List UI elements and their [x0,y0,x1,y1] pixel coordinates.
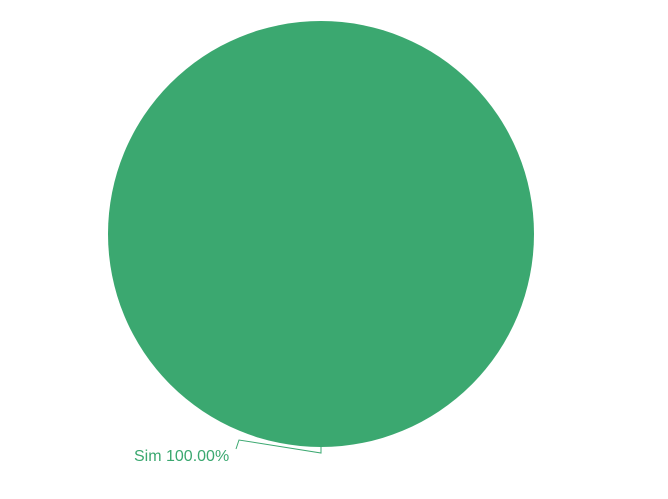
pie-slice-sim[interactable] [108,21,534,447]
pie-slices [108,21,534,447]
pie-labels: Sim 100.00% [134,439,322,465]
slice-leader-line [235,439,322,454]
slice-label: Sim 100.00% [134,448,229,465]
